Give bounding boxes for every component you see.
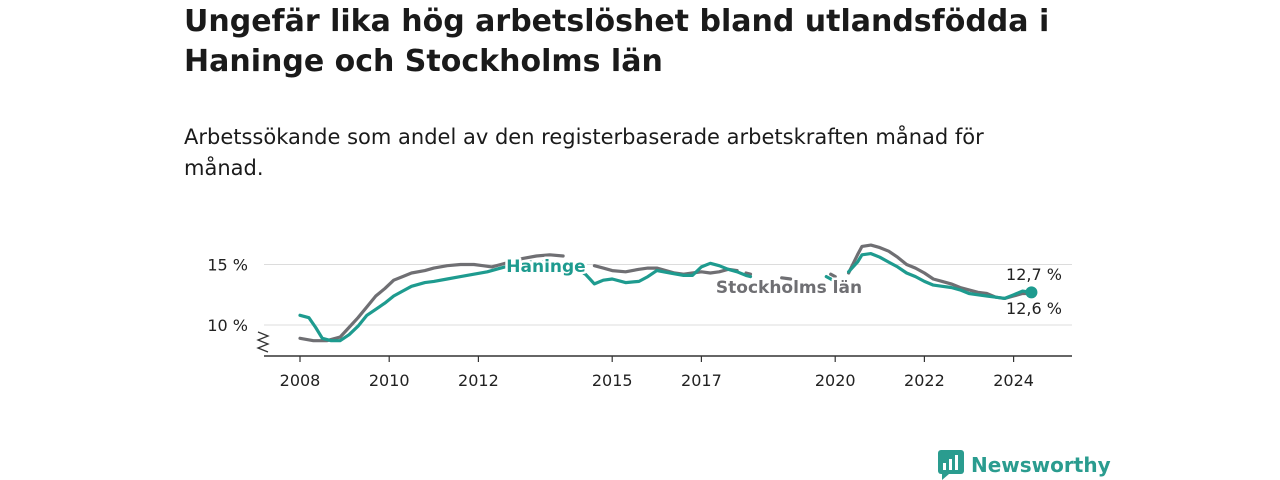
x-tick-label: 2015 [592,371,633,390]
newsworthy-logo-icon [938,450,964,480]
series-line-stockholm [829,272,837,279]
haninge-endpoint-dot [1025,286,1038,299]
x-tick-label: 2010 [369,371,410,390]
y-tick-label: 10 % [207,316,248,335]
grid-lines: 10 % 15 % [207,256,1072,335]
series-line-haninge [824,275,835,282]
x-tick-label: 2020 [815,371,856,390]
series-line-haninge [847,252,1033,300]
y-tick-label: 15 % [207,256,248,275]
chart-subtitle: Arbetssökande som andel av den registerb… [184,125,984,180]
line-chart: 10 % 15 % 2008 2010 2012 2015 2017 2020 2022 202… [207,243,1072,390]
x-tick-label: 2008 [280,371,321,390]
stockholm-series-label: Stockholms län [716,278,862,298]
axis-break-icon [256,331,270,353]
x-tick-label: 2012 [458,371,499,390]
series-labels: 12,7 % 12,6 % Haninge Stockholms län [504,255,1062,319]
x-tick-label: 2017 [681,371,722,390]
x-tick-label: 2024 [993,371,1034,390]
x-tick-label: 2022 [904,371,945,390]
stockholm-end-value: 12,6 % [1006,299,1062,318]
brand-name: Newsworthy [971,453,1111,477]
haninge-end-value: 12,7 % [1006,265,1062,284]
series-lines [298,243,1038,343]
series-line-stockholm [847,243,1033,300]
series-line-stockholm [744,271,753,276]
series-line-haninge [298,260,753,343]
newsworthy-brand[interactable]: Newsworthy [938,450,1111,480]
chart-title: Ungefär lika hög arbetslöshet bland utla… [184,4,1050,79]
haninge-series-label: Haninge [506,257,585,277]
series-line-stockholm [298,253,565,343]
series-line-stockholm [780,276,793,281]
x-axis: 2008 2010 2012 2015 2017 2020 2022 2024 [256,331,1072,390]
